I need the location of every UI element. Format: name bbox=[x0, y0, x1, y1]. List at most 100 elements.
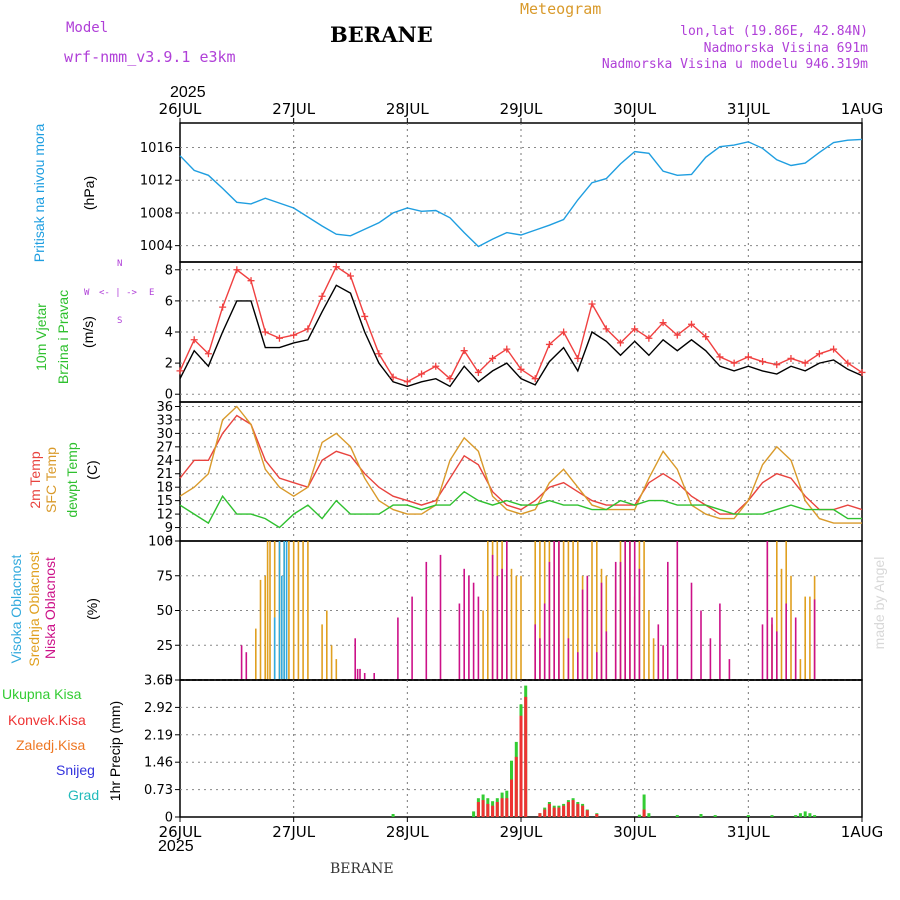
cloud-bar bbox=[259, 579, 262, 680]
legend-total-precip: Ukupna Kisa bbox=[2, 686, 82, 702]
cloud-bar bbox=[539, 638, 541, 680]
precip-bar bbox=[637, 814, 641, 817]
precip-bar bbox=[642, 794, 646, 817]
precip-ytick-label: 1.46 bbox=[144, 756, 173, 771]
temperature-series-line bbox=[179, 490, 862, 529]
precip-bar bbox=[647, 813, 651, 817]
cloud-bar bbox=[567, 541, 570, 680]
cloud-bar bbox=[363, 673, 366, 680]
year-bottom: 2025 bbox=[158, 838, 194, 855]
temperature-ytick-label: 33 bbox=[156, 413, 173, 428]
precip-bar bbox=[595, 814, 599, 817]
cloud-bar bbox=[624, 541, 626, 680]
wind-gust-marker bbox=[247, 277, 255, 285]
x-label-top: 31JUL bbox=[727, 100, 770, 118]
cloud-bar bbox=[534, 541, 536, 680]
precip-bar bbox=[472, 811, 476, 817]
temperature-ytick-label: 27 bbox=[156, 440, 173, 455]
cloud-bar bbox=[794, 617, 797, 680]
wind-gust-marker bbox=[773, 361, 781, 369]
precip-bar bbox=[798, 813, 802, 817]
cloud-bar bbox=[799, 659, 802, 680]
precip-ytick-label: 3.65 bbox=[144, 674, 173, 689]
legend-snow: Snijeg bbox=[56, 762, 95, 778]
temperature-ytick-label: 18 bbox=[156, 481, 173, 496]
precip-bar bbox=[713, 815, 717, 817]
precip-bar bbox=[505, 798, 509, 817]
compass-e: E bbox=[149, 288, 155, 298]
cloud-bar bbox=[596, 541, 598, 680]
cloud-bar bbox=[281, 575, 283, 681]
x-label-bottom: 30JUL bbox=[613, 823, 656, 841]
cloud-bar bbox=[278, 541, 281, 680]
wind-gust-marker bbox=[517, 365, 525, 373]
cloud-bar bbox=[790, 575, 792, 681]
precip-bar bbox=[562, 805, 566, 817]
cloud-bar bbox=[600, 582, 603, 680]
precip-bar bbox=[538, 813, 542, 817]
cloud-bar bbox=[548, 561, 551, 680]
precip-bar bbox=[491, 805, 495, 817]
cloud-bar bbox=[373, 673, 375, 680]
x-label-bottom: 27JUL bbox=[272, 823, 315, 841]
cloud-bar bbox=[411, 596, 413, 680]
lonlat-label: lon,lat (19.86E, 42.84N) bbox=[680, 24, 868, 39]
wind-gust-marker bbox=[361, 312, 369, 320]
wind-gust-marker bbox=[347, 272, 354, 280]
pressure-frame bbox=[179, 122, 863, 263]
wind-gust-marker bbox=[574, 354, 582, 362]
cloud-bar bbox=[245, 652, 248, 680]
cloud-bar bbox=[482, 610, 484, 680]
cloud-bar bbox=[596, 652, 598, 680]
cloud-bar bbox=[719, 603, 721, 680]
precip-bar bbox=[524, 696, 528, 817]
x-label-top: 29JUL bbox=[500, 100, 543, 118]
cloud-bar bbox=[809, 596, 811, 680]
precip-bar bbox=[794, 815, 798, 817]
cloud-bar bbox=[292, 541, 295, 680]
legend-frozen-precip: Zaledj.Kisa bbox=[16, 737, 86, 753]
cloud-bar bbox=[487, 541, 489, 680]
cloud-bar bbox=[321, 624, 323, 680]
cloud-bar bbox=[567, 638, 570, 680]
temperature-ytick-label: 21 bbox=[156, 467, 173, 482]
year-top: 2025 bbox=[170, 84, 206, 101]
x-label-bottom: 1AUG bbox=[841, 823, 883, 841]
cloud-bar bbox=[463, 568, 465, 680]
temperature-ytick-label: 36 bbox=[156, 400, 173, 415]
cloud-bar bbox=[633, 541, 636, 680]
wind-gust-marker bbox=[602, 325, 610, 333]
wind-series-line bbox=[179, 284, 863, 388]
cloud-bar bbox=[468, 575, 470, 681]
cloud-ytick-label: 25 bbox=[156, 639, 173, 654]
wind-gust-marker bbox=[716, 353, 724, 361]
cloud-bar bbox=[562, 541, 565, 680]
cloud-bar bbox=[648, 610, 650, 680]
cloud-bar bbox=[510, 568, 513, 680]
cloud-bar bbox=[240, 645, 243, 681]
elevation-label: Nadmorska Visina 691m bbox=[703, 41, 868, 56]
cloud-bar bbox=[330, 645, 333, 681]
wind-gust-marker bbox=[204, 350, 212, 358]
wind-gust-marker bbox=[815, 350, 823, 358]
precip-bar bbox=[808, 813, 812, 817]
wind-gust-marker bbox=[304, 325, 312, 333]
precip-bar bbox=[642, 809, 646, 817]
cloud-bar bbox=[496, 575, 499, 681]
cloud-bar bbox=[269, 541, 271, 680]
cloud-bar bbox=[780, 568, 783, 680]
precip-bar bbox=[576, 803, 580, 817]
cloud-bar bbox=[297, 541, 300, 680]
wind-gust-marker bbox=[787, 354, 795, 362]
precip-bar bbox=[514, 756, 518, 817]
cloud-bar bbox=[288, 541, 290, 680]
precip-bar bbox=[557, 807, 561, 817]
wind-gust-marker bbox=[261, 328, 269, 336]
wind-gust-marker bbox=[830, 345, 838, 353]
precip-bar bbox=[486, 803, 490, 817]
precip-ytick-label: 2.19 bbox=[144, 728, 173, 743]
precip-bar bbox=[699, 814, 703, 817]
wind-gust-marker bbox=[446, 375, 454, 383]
wind-gust-marker bbox=[645, 334, 653, 342]
